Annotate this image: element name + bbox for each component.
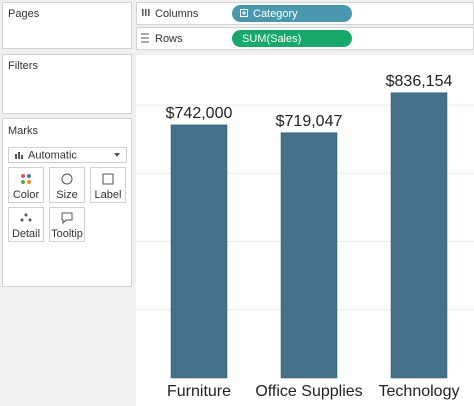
chart: $742,000 Furniture $719,047 Office Supplies… xyxy=(136,73,474,400)
label-button[interactable] xyxy=(90,167,126,203)
icon xyxy=(61,212,73,225)
detail-button[interactable] xyxy=(8,207,44,242)
pill-label: SUM(Sales) xyxy=(242,33,301,45)
value-label: $836,154 xyxy=(386,73,453,90)
dropdown-arrow xyxy=(114,153,120,157)
x-tick-label: Furniture xyxy=(167,383,231,400)
bar xyxy=(390,92,448,379)
color-button[interactable] xyxy=(8,167,44,203)
value-label: $742,000 xyxy=(166,105,233,122)
icon xyxy=(27,180,31,184)
shelf-label: Columns xyxy=(155,8,199,20)
button-label: Label xyxy=(95,189,122,201)
icon xyxy=(148,9,150,16)
bar-icon xyxy=(21,155,23,159)
size-button[interactable] xyxy=(49,167,85,203)
bar-icon xyxy=(18,152,20,159)
mark-type-dropdown[interactable] xyxy=(8,147,127,163)
pages-card xyxy=(2,2,132,49)
icon xyxy=(102,173,114,185)
icon xyxy=(21,180,25,184)
button-label: Tooltip xyxy=(51,228,83,240)
bar xyxy=(170,124,228,379)
icon xyxy=(145,9,147,16)
icon xyxy=(21,174,25,178)
icon xyxy=(27,174,31,178)
icon xyxy=(24,213,28,217)
value-label: $719,047 xyxy=(276,113,343,130)
button-label: Detail xyxy=(12,228,40,240)
button-label: Color xyxy=(13,189,40,201)
pages-title: Pages xyxy=(8,8,40,20)
filters-card xyxy=(2,54,132,114)
bar-icon xyxy=(15,154,17,159)
filters-title: Filters xyxy=(8,60,38,72)
marks-buttons: Color Size Label Detail Tooltip xyxy=(8,167,126,242)
icon xyxy=(61,173,73,185)
icon xyxy=(20,218,24,222)
sales-pill[interactable] xyxy=(232,30,352,47)
bar xyxy=(280,132,338,379)
x-tick-label: Technology xyxy=(379,383,460,400)
marks-title: Marks xyxy=(8,125,38,137)
icon xyxy=(141,33,149,43)
icon xyxy=(242,11,246,15)
icon xyxy=(28,218,32,222)
shelf-label: Rows xyxy=(155,33,183,45)
mark-type-label: Automatic xyxy=(28,149,77,161)
icon xyxy=(240,9,248,17)
pill-label: Category xyxy=(253,8,298,20)
button-label: Size xyxy=(56,189,77,201)
x-tick-label: Office Supplies xyxy=(255,383,362,400)
icon xyxy=(142,9,144,16)
category-pill[interactable] xyxy=(232,5,352,22)
